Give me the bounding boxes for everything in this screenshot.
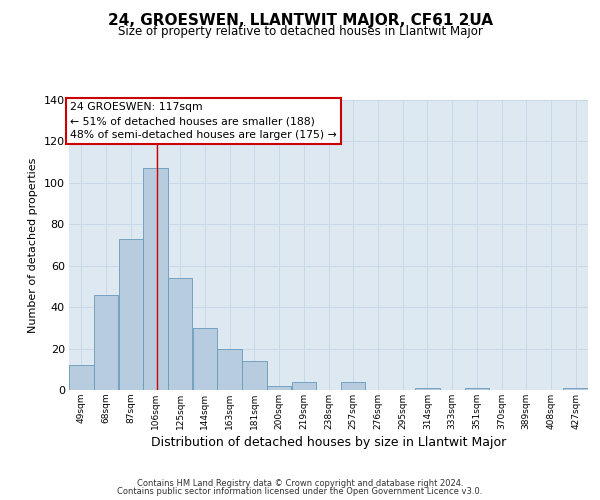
Bar [464,388,489,390]
Bar [242,361,266,390]
X-axis label: Distribution of detached houses by size in Llantwit Major: Distribution of detached houses by size … [151,436,506,449]
Text: Contains HM Land Registry data © Crown copyright and database right 2024.: Contains HM Land Registry data © Crown c… [137,478,463,488]
Text: 24 GROESWEN: 117sqm
← 51% of detached houses are smaller (188)
48% of semi-detac: 24 GROESWEN: 117sqm ← 51% of detached ho… [70,102,337,140]
Bar [168,278,193,390]
Bar [143,168,167,390]
Bar [267,386,291,390]
Bar [292,382,316,390]
Bar [217,348,242,390]
Text: Contains public sector information licensed under the Open Government Licence v3: Contains public sector information licen… [118,487,482,496]
Text: 24, GROESWEN, LLANTWIT MAJOR, CF61 2UA: 24, GROESWEN, LLANTWIT MAJOR, CF61 2UA [107,12,493,28]
Bar [119,239,143,390]
Bar [563,388,588,390]
Bar [69,365,94,390]
Bar [341,382,365,390]
Bar [415,388,440,390]
Bar [94,294,118,390]
Y-axis label: Number of detached properties: Number of detached properties [28,158,38,332]
Text: Size of property relative to detached houses in Llantwit Major: Size of property relative to detached ho… [118,25,482,38]
Bar [193,328,217,390]
